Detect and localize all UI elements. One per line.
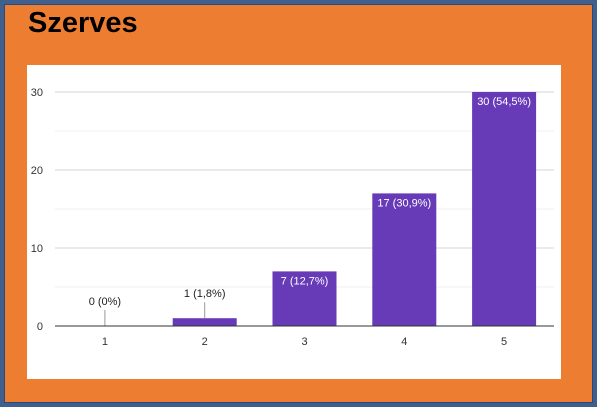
y-tick-label: 10: [31, 243, 43, 255]
y-tick-label: 30: [31, 87, 43, 99]
y-tick-label: 0: [37, 321, 43, 333]
x-tick-label: 2: [202, 336, 208, 348]
data-label: 7 (12,7%): [281, 275, 329, 287]
chart-title: Szerves: [28, 7, 138, 39]
x-tick-label: 5: [501, 336, 507, 348]
x-tick-label: 3: [301, 336, 307, 348]
bar: [272, 271, 337, 326]
data-label: 17 (30,9%): [377, 197, 431, 209]
bar-chart: 0 10 20 30 1 0 (0%) 2 1 (1,8%) 3 7 (12,7%) 4 17 (30…: [31, 87, 554, 348]
bar: [472, 92, 537, 326]
data-label: 0 (0%): [89, 296, 121, 308]
data-label: 1 (1,8%): [184, 288, 226, 300]
x-tick-label: 1: [102, 336, 108, 348]
bar: [172, 318, 237, 326]
bar: [372, 193, 437, 326]
chart-panel: 0 10 20 30 1 0 (0%) 2 1 (1,8%) 3 7 (12,7%) 4 17 (30…: [27, 65, 561, 379]
y-tick-label: 20: [31, 165, 43, 177]
data-label: 30 (54,5%): [477, 96, 531, 108]
x-tick-label: 4: [401, 336, 407, 348]
